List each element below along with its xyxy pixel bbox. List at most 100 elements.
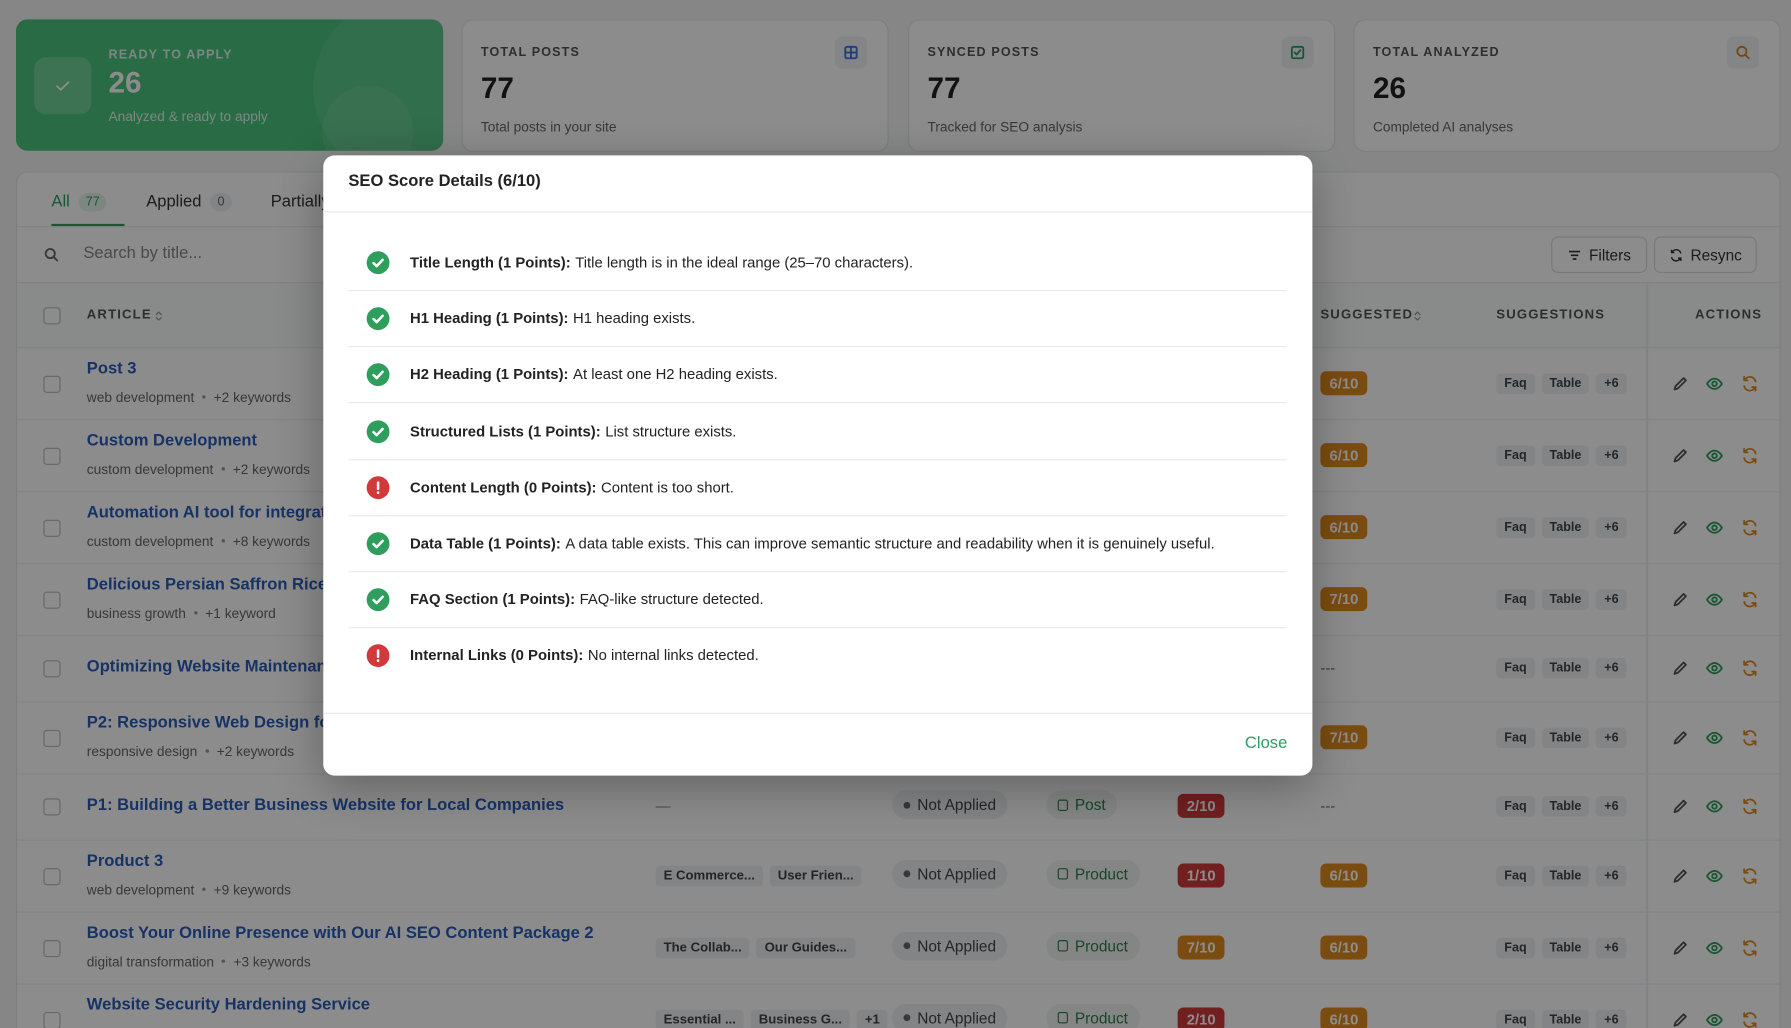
view-action[interactable] bbox=[1705, 797, 1723, 821]
view-action[interactable] bbox=[1705, 1010, 1723, 1028]
resync-action[interactable] bbox=[1741, 728, 1759, 752]
stat-label: TOTAL ANALYZED bbox=[1372, 45, 1500, 60]
tags: E Commerce... User Frien... bbox=[655, 864, 869, 886]
suggested-score[interactable]: 7/10 bbox=[1320, 724, 1368, 749]
criterion-text: Content is too short. bbox=[601, 478, 734, 496]
separator bbox=[193, 611, 198, 615]
tab[interactable]: All 77 bbox=[51, 193, 107, 212]
view-action[interactable] bbox=[1705, 866, 1723, 890]
row-meta: business growth +1 keyword bbox=[87, 605, 276, 621]
suggested-score[interactable]: 7/10 bbox=[1320, 586, 1368, 611]
row-title[interactable]: Custom Development bbox=[86, 431, 258, 451]
tab[interactable]: Partially bbox=[271, 193, 330, 211]
close-button[interactable]: Close bbox=[1244, 734, 1288, 753]
suggested-score[interactable]: 6/10 bbox=[1320, 862, 1368, 887]
separator bbox=[222, 959, 226, 963]
view-action[interactable] bbox=[1705, 659, 1723, 683]
resync-action[interactable] bbox=[1741, 1010, 1759, 1028]
edit-action[interactable] bbox=[1671, 938, 1689, 962]
row-checkbox[interactable] bbox=[43, 939, 61, 957]
search-icon bbox=[42, 246, 60, 270]
resync-button[interactable]: Resync bbox=[1653, 236, 1757, 273]
row-checkbox[interactable] bbox=[43, 867, 61, 885]
suggestion-tag: Faq bbox=[1496, 937, 1535, 958]
resync-action[interactable] bbox=[1741, 446, 1759, 470]
tag: The Collab... bbox=[655, 937, 750, 958]
row-checkbox[interactable] bbox=[43, 447, 61, 465]
resync-action[interactable] bbox=[1741, 590, 1759, 614]
suggestions: Faq Table +6 bbox=[1496, 657, 1633, 679]
row-title[interactable]: Website Security Hardening Service bbox=[86, 996, 371, 1015]
row-meta: custom development +8 keywords bbox=[87, 533, 310, 549]
view-action[interactable] bbox=[1705, 374, 1723, 398]
view-action[interactable] bbox=[1705, 728, 1723, 752]
resync-action[interactable] bbox=[1741, 797, 1759, 821]
type-label: Product bbox=[1074, 937, 1128, 955]
edit-action[interactable] bbox=[1671, 797, 1689, 821]
keywords: +2 keywords bbox=[213, 389, 291, 406]
tab[interactable]: Applied 0 bbox=[146, 193, 232, 212]
seo-score[interactable]: 2/10 bbox=[1177, 793, 1225, 818]
suggested-score[interactable]: 6/10 bbox=[1320, 370, 1368, 395]
row-checkbox[interactable] bbox=[43, 375, 61, 393]
suggested-score[interactable]: 6/10 bbox=[1320, 934, 1368, 959]
row-title[interactable]: P2: Responsive Web Design for ! bbox=[86, 713, 347, 733]
edit-action[interactable] bbox=[1671, 866, 1689, 890]
row-title[interactable]: Automation AI tool for integratin bbox=[86, 503, 342, 522]
status-pill: Not Applied bbox=[892, 931, 1008, 961]
edit-action[interactable] bbox=[1671, 446, 1689, 470]
row-divider bbox=[17, 839, 1780, 841]
resync-action[interactable] bbox=[1741, 659, 1759, 683]
seo-score[interactable]: 2/10 bbox=[1177, 1006, 1225, 1028]
edit-action[interactable] bbox=[1671, 659, 1689, 683]
suggestions: Faq Table +6 bbox=[1496, 372, 1633, 394]
row-title[interactable]: Optimizing Website Maintenanc bbox=[86, 657, 336, 677]
separator bbox=[205, 749, 209, 753]
separator bbox=[221, 539, 225, 543]
row-title[interactable]: Boost Your Online Presence with Our AI S… bbox=[86, 924, 594, 943]
row-title[interactable]: Post 3 bbox=[86, 359, 137, 379]
suggested-score[interactable]: 6/10 bbox=[1320, 514, 1368, 539]
suggestion-tag: Faq bbox=[1496, 657, 1535, 679]
keywords: +2 keywords bbox=[232, 461, 311, 478]
row-checkbox[interactable] bbox=[43, 591, 61, 609]
criterion-text: A data table exists. This can improve se… bbox=[565, 534, 1215, 552]
suggestions: Faq Table +6 bbox=[1496, 726, 1633, 748]
row-title[interactable]: Product 3 bbox=[86, 852, 164, 871]
tag: Essential ... bbox=[655, 1009, 744, 1028]
edit-action[interactable] bbox=[1671, 374, 1689, 398]
filters-button[interactable]: Filters bbox=[1551, 236, 1648, 273]
header-checkbox[interactable] bbox=[43, 307, 61, 325]
suggested-score[interactable]: 6/10 bbox=[1320, 442, 1368, 467]
view-action[interactable] bbox=[1705, 938, 1723, 962]
suggestion-tag: Faq bbox=[1496, 372, 1535, 394]
resync-action[interactable] bbox=[1741, 374, 1759, 398]
view-action[interactable] bbox=[1705, 518, 1723, 542]
tag: Our Guides... bbox=[756, 937, 856, 958]
edit-action[interactable] bbox=[1671, 1010, 1689, 1028]
seo-score[interactable]: 1/10 bbox=[1177, 862, 1225, 887]
resync-action[interactable] bbox=[1741, 518, 1759, 542]
row-checkbox[interactable] bbox=[43, 519, 61, 537]
suggestion-tag: +6 bbox=[1596, 444, 1627, 466]
resync-action[interactable] bbox=[1741, 866, 1759, 890]
row-checkbox[interactable] bbox=[43, 660, 61, 678]
resync-action[interactable] bbox=[1741, 938, 1759, 962]
edit-action[interactable] bbox=[1671, 590, 1689, 614]
status-dot bbox=[903, 942, 911, 950]
view-action[interactable] bbox=[1705, 590, 1723, 614]
view-action[interactable] bbox=[1705, 446, 1723, 470]
row-title[interactable]: P1: Building a Better Business Website f… bbox=[86, 796, 565, 815]
edit-action[interactable] bbox=[1671, 518, 1689, 542]
criterion-label: H1 Heading (1 Points): bbox=[410, 309, 569, 327]
search-input[interactable]: Search by title... bbox=[83, 244, 203, 263]
row-checkbox[interactable] bbox=[43, 798, 61, 816]
stat-label: TOTAL POSTS bbox=[480, 45, 581, 60]
edit-action[interactable] bbox=[1671, 728, 1689, 752]
sort-icon bbox=[1411, 310, 1424, 327]
row-title[interactable]: Delicious Persian Saffron Rice P bbox=[86, 575, 343, 594]
seo-score[interactable]: 7/10 bbox=[1177, 934, 1225, 959]
row-checkbox[interactable] bbox=[43, 729, 61, 747]
suggested-score[interactable]: 6/10 bbox=[1320, 1006, 1368, 1028]
